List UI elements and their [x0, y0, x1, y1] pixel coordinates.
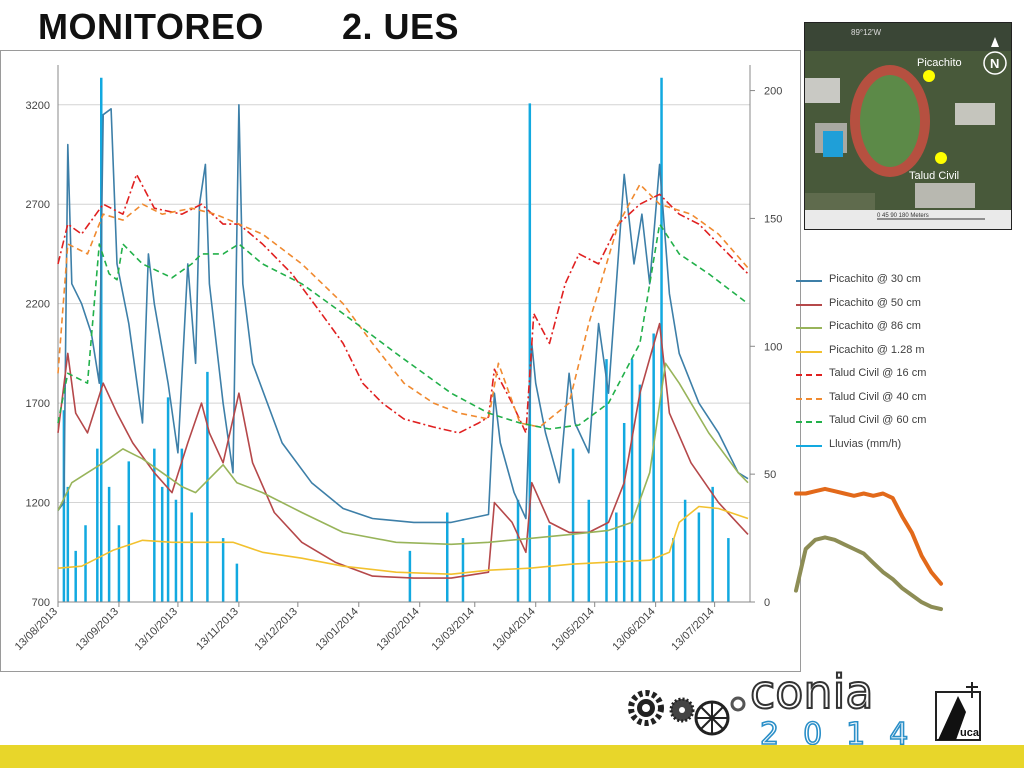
y-left-tick-label: 2700	[26, 199, 50, 211]
series-talud-civil-60-cm	[57, 223, 749, 430]
marker-picachito	[923, 70, 935, 82]
conia-logo-text: conia	[750, 668, 874, 719]
profile-sketch	[794, 486, 943, 612]
map-label-talud-civil: Talud Civil	[909, 170, 959, 182]
y-right-tick-label: 100	[764, 341, 782, 353]
legend-swatch	[796, 421, 822, 423]
legend-item: Picachito @ 30 cm	[796, 271, 956, 295]
small-gear-icon	[730, 696, 746, 712]
legend-label: Picachito @ 86 cm	[829, 320, 921, 332]
profile-line	[794, 486, 943, 586]
slide-title-left: MONITOREO	[38, 6, 264, 47]
map-image: 0 45 90 180 Meters 89°12'W Picachito Tal…	[805, 23, 1011, 229]
series-talud-civil-40-cm	[57, 183, 749, 428]
legend-label: Picachito @ 50 cm	[829, 296, 921, 309]
legend-swatch	[796, 303, 822, 306]
legend-swatch	[796, 397, 822, 400]
north-arrow-icon: N	[983, 37, 1007, 75]
legend-swatch	[796, 444, 822, 447]
legend-swatch	[796, 327, 822, 329]
marker-talud-civil	[935, 152, 947, 164]
legend-label: Picachito @ 1.28 m	[829, 343, 925, 356]
legend-swatch	[796, 374, 822, 376]
site-map: 0 45 90 180 Meters 89°12'W Picachito Tal…	[804, 22, 1012, 230]
legend-swatch	[796, 280, 822, 282]
series-picachito-50-cm	[57, 322, 749, 579]
uca-emblem-icon: uca	[935, 682, 981, 741]
y-left-tick-label: 2200	[26, 299, 50, 311]
legend-item: Picachito @ 50 cm	[796, 295, 956, 319]
y-left-tick-label: 700	[32, 597, 50, 609]
legend-item: Talud Civil @ 60 cm	[796, 412, 956, 436]
gear-icon	[628, 690, 664, 726]
legend-item: Talud Civil @ 40 cm	[796, 389, 956, 413]
legend-swatch	[796, 350, 822, 353]
x-tick-label: 13/06/2014	[610, 606, 657, 653]
series-picachito-30-cm	[57, 104, 749, 524]
logo-strip: conia 2014 uca	[620, 664, 990, 753]
x-tick-label: 13/02/2014	[374, 606, 421, 653]
y-left-tick-label: 3200	[26, 100, 50, 112]
legend-label: Talud Civil @ 60 cm	[829, 414, 927, 426]
svg-text:N: N	[990, 56, 999, 71]
y-right-tick-label: 0	[764, 597, 770, 609]
y-right-tick-label: 200	[764, 86, 782, 98]
y-left-tick-label: 1700	[26, 398, 50, 410]
conia-logo-year: 2014	[760, 717, 932, 746]
x-tick-label: 13/01/2014	[313, 606, 360, 653]
wheel-icon	[694, 700, 730, 736]
legend-item: Lluvias (mm/h)	[796, 436, 956, 460]
legend-item: Picachito @ 86 cm	[796, 318, 956, 342]
x-tick-label: 13/07/2014	[669, 606, 716, 653]
series-picachito-86-cm	[57, 362, 749, 546]
legend-label: Lluvias (mm/h)	[829, 437, 902, 450]
y-left-tick-label: 1200	[26, 498, 50, 510]
x-tick-label: 13/03/2014	[429, 606, 476, 653]
x-tick-label: 13/05/2014	[549, 606, 596, 653]
y-right-tick-label: 50	[764, 469, 776, 481]
legend-item: Picachito @ 1.28 m	[796, 342, 956, 366]
uca-emblem-text: uca	[960, 727, 980, 739]
x-tick-label: 13/11/2013	[194, 606, 241, 653]
map-label-picachito: Picachito	[917, 57, 962, 69]
legend-label: Talud Civil @ 16 cm	[829, 367, 927, 379]
x-tick-label: 13/08/2013	[13, 606, 60, 653]
x-tick-label: 13/04/2014	[490, 606, 537, 653]
y-right-tick-label: 150	[764, 213, 782, 225]
legend-item: Talud Civil @ 16 cm	[796, 365, 956, 389]
map-coord-text: 89°12'W	[851, 28, 882, 37]
saw-blade-icon	[669, 697, 695, 723]
time-series-chart: 700 1200 1700 2200 2700 3200 0 50 100 150 200 13/08…	[13, 65, 782, 653]
chart-legend: Picachito @ 30 cm Picachito @ 50 cm Picach…	[796, 271, 956, 459]
profile-line	[794, 535, 943, 612]
accent-bar	[0, 745, 1024, 768]
legend-label: Talud Civil @ 40 cm	[829, 390, 927, 403]
slide-title-right: 2. UES	[342, 6, 460, 47]
series-picachito-1-28-m	[57, 505, 749, 575]
map-scale-text: 0 45 90 180 Meters	[877, 213, 929, 219]
x-tick-label: 13/10/2013	[133, 606, 180, 653]
x-tick-label: 13/12/2013	[253, 606, 300, 653]
legend-label: Picachito @ 30 cm	[829, 273, 921, 285]
x-tick-label: 13/09/2013	[74, 606, 121, 653]
